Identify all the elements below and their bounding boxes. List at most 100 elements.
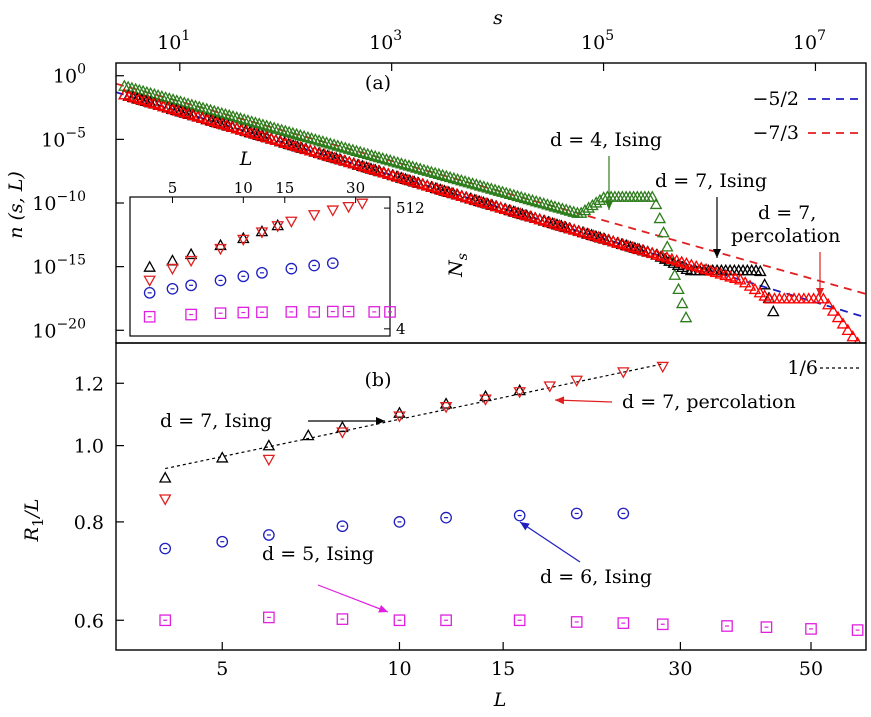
series-a-0-point: [342, 142, 356, 154]
series-a-0-point: [514, 190, 528, 203]
series-a-0-point: [177, 96, 191, 108]
series-a-0-point: [192, 100, 206, 112]
series-b-point: [617, 507, 630, 520]
series-b-point: [262, 439, 276, 451]
x-axis-label-a: s: [493, 7, 503, 29]
series-a-0-point: [440, 169, 453, 182]
series-a-0-point: [252, 117, 266, 129]
series-a-2-point: [821, 298, 835, 310]
series-b-point: [336, 420, 349, 433]
series-a-0-point: [331, 139, 345, 151]
series-a-2-point: [733, 273, 747, 285]
series-a-0-point: [346, 143, 360, 155]
inset-x-tick-label: 5: [168, 179, 178, 197]
series-a-0-point: [402, 159, 416, 171]
series-a-0-point: [256, 118, 270, 130]
x-tick-label-b: 50: [799, 658, 823, 680]
series-b-point: [159, 614, 172, 627]
annotation-d4-ising: d = 4, Ising: [550, 129, 662, 151]
tick-exp: 5: [605, 28, 614, 44]
series-a-2-point: [748, 282, 762, 295]
inset-point: [271, 221, 285, 233]
series-a-0-point: [544, 199, 558, 211]
series-b-point: [513, 387, 526, 399]
series-b-point: [760, 621, 773, 634]
series-b-point: [656, 361, 670, 374]
inset-point: [368, 306, 381, 318]
tick-base: 10: [41, 129, 65, 151]
arrow-b-d7-perc: [554, 399, 613, 403]
series-a-0: [118, 79, 693, 323]
series-b-point: [851, 624, 864, 636]
y-tick-label-b: 0.8: [74, 512, 104, 534]
series-a-0-point: [275, 123, 288, 135]
series-a-0-point: [245, 115, 258, 127]
arrow-d7-perc-head: [816, 288, 824, 297]
inset-point: [307, 210, 321, 222]
inset-point: [184, 255, 198, 268]
series-a-0-point: [541, 198, 554, 210]
series-a-0-point: [136, 84, 150, 97]
tick-exp: 3: [393, 28, 402, 44]
x-tick-label-b: 15: [491, 658, 515, 680]
inset-y-tick-label: 512: [396, 199, 425, 217]
series-b-1: [158, 361, 670, 506]
series-a-0-point: [301, 130, 315, 143]
series-a-0-point: [432, 167, 446, 180]
series-a-0-point: [462, 176, 476, 188]
inset-point: [256, 266, 268, 279]
tick-base: 10: [793, 32, 817, 54]
series-b-point: [513, 383, 526, 396]
inset-point: [384, 306, 396, 318]
tick-base: 10: [32, 257, 56, 279]
y-axis-label-a: n (s, L): [5, 171, 27, 239]
series-b-point: [617, 617, 630, 629]
series-a-0-point: [312, 134, 326, 146]
tick-base: 10: [581, 32, 605, 54]
series-a-0-point: [267, 121, 281, 133]
arrow-d4-ising-head: [605, 201, 613, 210]
axes-frame-b: [115, 342, 867, 651]
series-a-0-point: [443, 170, 457, 183]
x-tick-label-a: 101: [157, 28, 190, 54]
series-a-0-point: [563, 204, 577, 216]
annotation-b-d7-perc: d = 7, percolation: [622, 391, 796, 413]
series-a-0-point: [533, 196, 547, 208]
inset-point: [256, 306, 268, 319]
inset-frame: [129, 196, 391, 337]
annotation-d7-perc-2: percolation: [731, 225, 840, 247]
series-a-0-point: [455, 173, 468, 186]
tick-base: 10: [32, 193, 56, 215]
series-b-3: [159, 611, 864, 636]
series-b-point: [336, 520, 349, 533]
series-a-0-point: [327, 138, 341, 150]
series-a-0-point: [649, 197, 663, 210]
series-a-0-point: [660, 240, 674, 252]
series-a-0-point: [503, 187, 517, 199]
series-a-0-point: [129, 82, 142, 95]
inset-point: [237, 306, 250, 319]
series-a-0-point: [305, 132, 318, 144]
series-a-0-point: [451, 172, 464, 185]
tick-exp: −10: [56, 189, 86, 205]
x-tick-label-b: 30: [668, 658, 692, 680]
series-a-0-point: [436, 168, 449, 181]
series-a-0-point: [338, 141, 352, 153]
series-a-2-point: [738, 276, 752, 288]
x-axis-label-b: L: [493, 689, 507, 711]
series-a-2-point: [841, 323, 855, 335]
series-a-0-point: [249, 116, 262, 128]
x-tick-label-b: 10: [387, 658, 411, 680]
inset-point: [143, 286, 156, 299]
series-a-0-point: [488, 183, 502, 195]
inset-point: [214, 274, 227, 287]
series-a-0-point: [264, 120, 277, 132]
inset-point: [308, 259, 321, 272]
series-a-0-point: [556, 202, 569, 214]
inset-point: [143, 275, 156, 287]
series-b-point: [721, 620, 733, 632]
series-b-point: [263, 611, 275, 624]
inset-y-axis-label-main: N: [445, 259, 467, 278]
series-a-0-point: [559, 203, 573, 215]
series-a-0-point: [470, 178, 483, 190]
